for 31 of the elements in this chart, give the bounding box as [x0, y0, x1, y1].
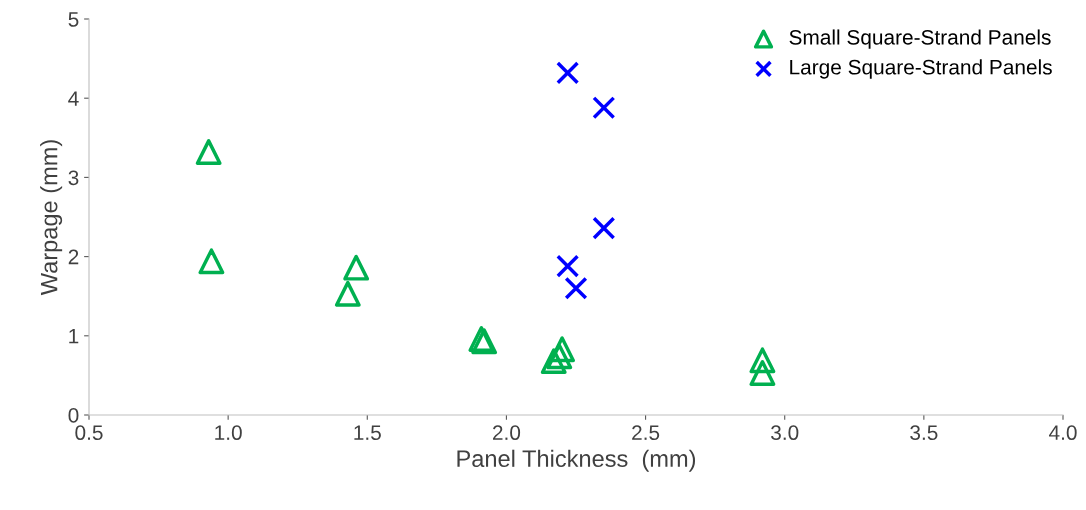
point — [592, 216, 616, 240]
point — [195, 139, 222, 165]
y-tick-label: 3 — [68, 170, 79, 186]
x-tick-label: 2.0 — [493, 425, 521, 441]
legend-label: Small Square-Strand Panels — [789, 29, 1051, 49]
point — [343, 254, 370, 281]
point — [546, 343, 573, 370]
x-tick-label: 4.0 — [1049, 425, 1077, 441]
point — [556, 254, 580, 278]
point — [749, 347, 776, 374]
point — [556, 61, 580, 85]
y-axis-title: Warpage (mm) — [40, 140, 63, 296]
y-tick-label: 1 — [69, 329, 79, 344]
point — [198, 248, 225, 275]
point — [540, 348, 567, 375]
x-tick-label: 1.5 — [354, 425, 381, 441]
y-tick-label: 5 — [68, 12, 79, 27]
x-tick-label: 3.0 — [771, 425, 799, 441]
legend-label: Large Square-Strand Panels — [790, 59, 1052, 79]
y-tick-label: 0 — [68, 408, 79, 423]
point — [592, 96, 616, 120]
point — [749, 360, 776, 386]
x-tick-label: 3.5 — [910, 425, 938, 441]
y-tick-label: 2 — [68, 249, 79, 265]
x-tick-label: 2.5 — [632, 425, 660, 441]
y-tick-label: 4 — [68, 91, 79, 106]
x-tick-label: 1.0 — [215, 425, 242, 441]
x-tick-label: 0.5 — [75, 425, 103, 441]
point — [334, 280, 361, 307]
x-axis-title: Panel Thickness (mm) — [457, 449, 696, 472]
point — [564, 276, 588, 300]
